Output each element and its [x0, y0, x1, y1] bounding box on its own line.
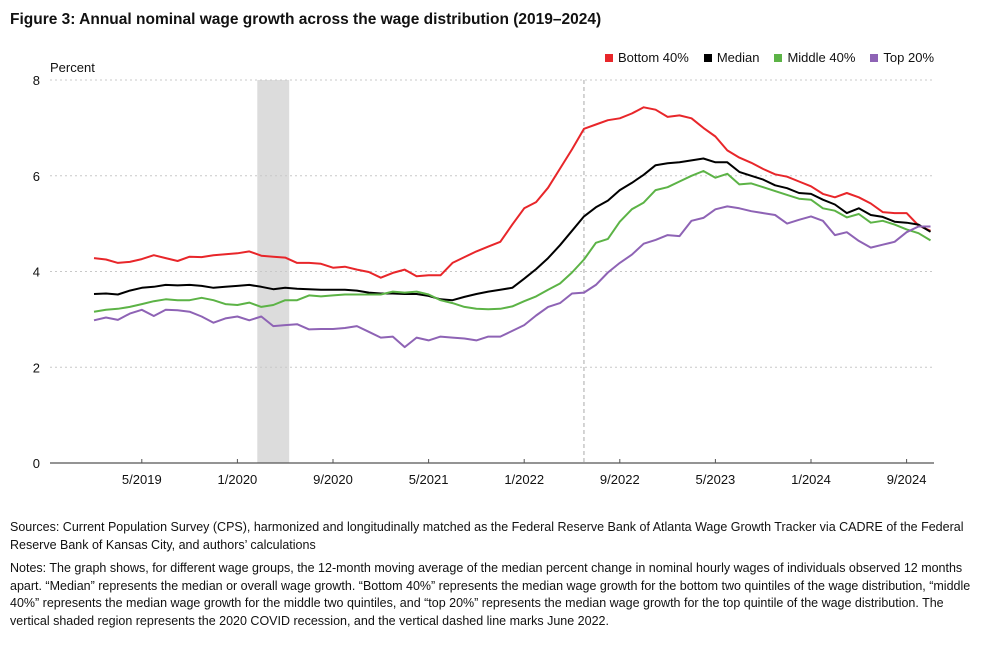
y-axis-label: Percent [50, 60, 95, 75]
legend-item-median: Median [703, 50, 760, 65]
y-tick-label: 4 [33, 265, 40, 280]
y-tick-label: 8 [33, 73, 40, 88]
x-tick-label: 9/2024 [887, 472, 927, 487]
legend-item-top-20: Top 20% [870, 50, 934, 65]
x-tick-label: 5/2021 [409, 472, 449, 487]
x-tick-label: 5/2019 [122, 472, 162, 487]
legend-swatch-median [703, 53, 712, 62]
legend-swatch-top-20 [870, 53, 879, 62]
sources-note: Sources: Current Population Survey (CPS)… [10, 520, 964, 552]
legend-swatch-bottom-40 [605, 53, 613, 62]
legend-item-bottom-40: Bottom 40% [605, 50, 689, 65]
legend-label-bottom-40: Bottom 40% [618, 50, 689, 65]
series-line-bottom-40 [93, 106, 931, 279]
series-line-median [93, 157, 932, 302]
series-line-top-20 [93, 205, 931, 349]
legend-label-middle-40: Middle 40% [787, 50, 856, 65]
x-tick-label: 5/2023 [696, 472, 736, 487]
notes-text: Notes: The graph shows, for different wa… [10, 561, 971, 628]
series-line-middle-40 [93, 170, 932, 313]
legend: Bottom 40% Median Middle 40% Top 20% [605, 50, 934, 65]
y-tick-label: 2 [33, 360, 40, 375]
x-tick-label: 9/2022 [600, 472, 640, 487]
x-tick-label: 9/2020 [313, 472, 353, 487]
legend-label-top-20: Top 20% [883, 50, 934, 65]
legend-swatch-middle-40 [774, 53, 783, 62]
legend-item-middle-40: Middle 40% [774, 50, 855, 65]
legend-label-median: Median [716, 50, 760, 65]
x-tick-label: 1/2020 [218, 472, 258, 487]
line-chart: 0 2 4 6 8 5/2019 1/2020 9/2020 5/2021 1/2022 9/202… [33, 73, 934, 487]
chart-title: Figure 3: Annual nominal wage growth acr… [10, 11, 602, 28]
recession-shading [257, 80, 290, 463]
y-tick-label: 6 [33, 169, 40, 184]
y-tick-label: 0 [33, 456, 40, 471]
x-tick-label: 1/2024 [791, 472, 831, 487]
x-tick-label: 1/2022 [504, 472, 544, 487]
